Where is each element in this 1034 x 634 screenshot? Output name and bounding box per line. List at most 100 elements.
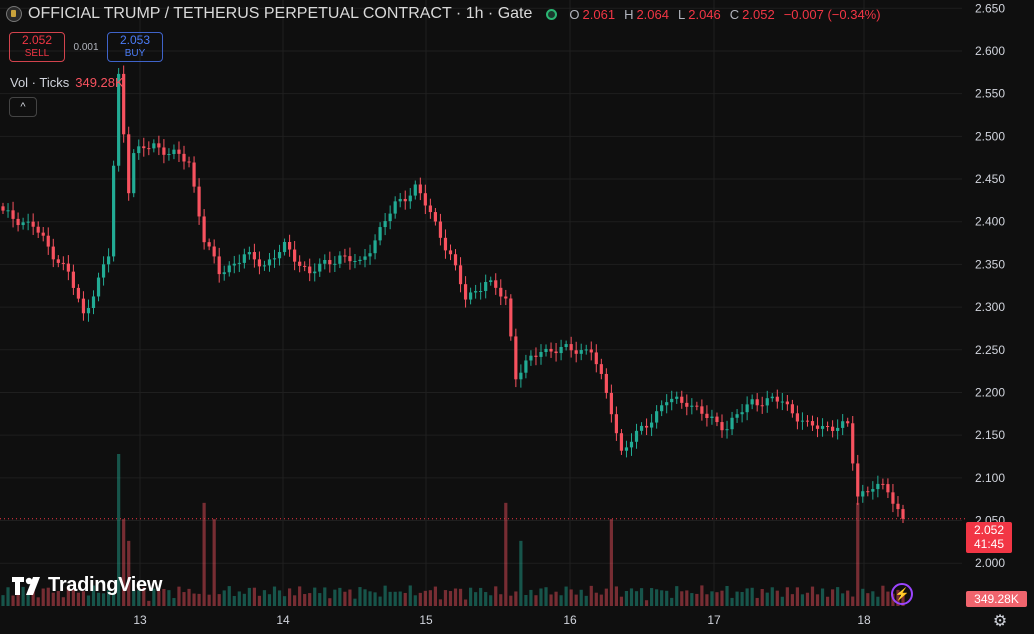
volume-bar [745, 588, 749, 606]
volume-bar [31, 588, 35, 606]
tradingview-mark-icon [12, 576, 40, 595]
volume-bar [207, 594, 211, 606]
candle-body [494, 280, 498, 288]
market-status-icon[interactable] [546, 8, 558, 20]
candle-body [675, 396, 679, 399]
volume-bar [227, 586, 231, 606]
volume-bar [237, 591, 241, 606]
candle-body [825, 426, 830, 428]
candle-body [343, 255, 347, 257]
candle-body [851, 423, 855, 464]
candle-body [765, 398, 769, 406]
volume-bar [831, 589, 835, 606]
gear-icon[interactable]: ⚙ [992, 613, 1008, 630]
candle-body [609, 392, 613, 415]
volume-bar [293, 595, 297, 606]
candle-body [614, 414, 619, 434]
volume-bar [800, 594, 805, 606]
volume-bar [725, 585, 729, 606]
price-candles [1, 65, 905, 523]
volume-bar [866, 593, 870, 606]
volume-bar [780, 596, 784, 606]
sell-button[interactable]: 2.052 SELL [9, 32, 65, 62]
candle-body [368, 253, 372, 257]
volume-bar [96, 592, 101, 606]
volume-bar [790, 594, 794, 606]
candle-body [534, 355, 538, 357]
price-tick-label: 2.250 [975, 343, 1005, 357]
volume-indicator-legend[interactable]: Vol · Ticks 349.28K [10, 75, 124, 90]
volume-bar [46, 587, 50, 606]
tradingview-logo[interactable]: TradingView [12, 574, 162, 597]
candle-body [408, 195, 412, 202]
candle-body [484, 282, 488, 291]
candle-body [438, 221, 443, 238]
candle-body [785, 401, 789, 405]
volume-bar [21, 586, 25, 606]
candle-body [650, 422, 654, 428]
volume-bar [257, 595, 262, 606]
candle-body [328, 259, 332, 265]
price-tick-label: 2.450 [975, 172, 1005, 186]
time-tick-label: 13 [133, 613, 147, 627]
volume-bar [680, 591, 684, 606]
volume-bar [856, 502, 860, 606]
volume-bar [564, 586, 568, 606]
volume-bar [463, 599, 468, 606]
candle-body [378, 227, 382, 241]
volume-bar [56, 591, 60, 606]
candle-body [725, 429, 729, 431]
price-tick-label: 2.150 [975, 428, 1005, 442]
volume-bar [750, 587, 754, 606]
candle-body [41, 232, 45, 236]
volume-bar [242, 593, 246, 606]
volume-bar [655, 589, 659, 606]
volume-bar [765, 592, 769, 606]
candle-body [137, 146, 141, 154]
candle-body [66, 263, 70, 272]
symbol-title[interactable]: OFFICIAL TRUMP / TETHERUS PERPETUAL CONT… [28, 5, 533, 22]
candle-body [639, 425, 644, 431]
volume-bar [277, 590, 282, 606]
volume-bar [51, 592, 55, 606]
candle-body [856, 463, 860, 497]
volume-bar [634, 591, 639, 606]
volume-bar [398, 591, 402, 606]
volume-bar [584, 595, 588, 606]
volume-bar [172, 598, 176, 606]
candle-body [700, 406, 704, 414]
ohlc-open-value: 2.061 [582, 6, 616, 22]
candle-body [162, 147, 166, 155]
candle-body [428, 205, 432, 213]
candle-body [559, 346, 563, 354]
volume-bar [212, 519, 216, 606]
candle-body [96, 277, 101, 297]
volume-bar [182, 592, 186, 606]
spread-value: 0.001 [73, 41, 99, 53]
lightning-icon[interactable]: ⚡ [891, 583, 913, 605]
volume-bar [504, 502, 508, 606]
candle-body [554, 351, 558, 354]
candle-body [303, 265, 307, 267]
candle-body [227, 265, 231, 273]
volume-bar [770, 587, 774, 606]
volume-bar [358, 587, 362, 606]
volume-bar [6, 587, 10, 606]
candle-body [579, 350, 583, 354]
volume-bar [574, 594, 578, 606]
candle-body [287, 241, 292, 250]
time-tick-label: 17 [707, 613, 721, 627]
candle-body [519, 372, 523, 380]
price-tick-label: 2.350 [975, 257, 1005, 271]
candle-body [795, 413, 800, 422]
buy-button[interactable]: 2.053 BUY [107, 32, 163, 62]
candle-body [624, 447, 629, 451]
volume-bar [775, 590, 779, 606]
ohlc-close-label: C [729, 6, 740, 22]
candle-body [76, 287, 81, 299]
volume-bar [881, 585, 885, 606]
collapse-legend-button[interactable]: ^ [9, 97, 37, 117]
volume-bar [192, 593, 196, 606]
bar-countdown: 41:45 [973, 537, 1005, 551]
